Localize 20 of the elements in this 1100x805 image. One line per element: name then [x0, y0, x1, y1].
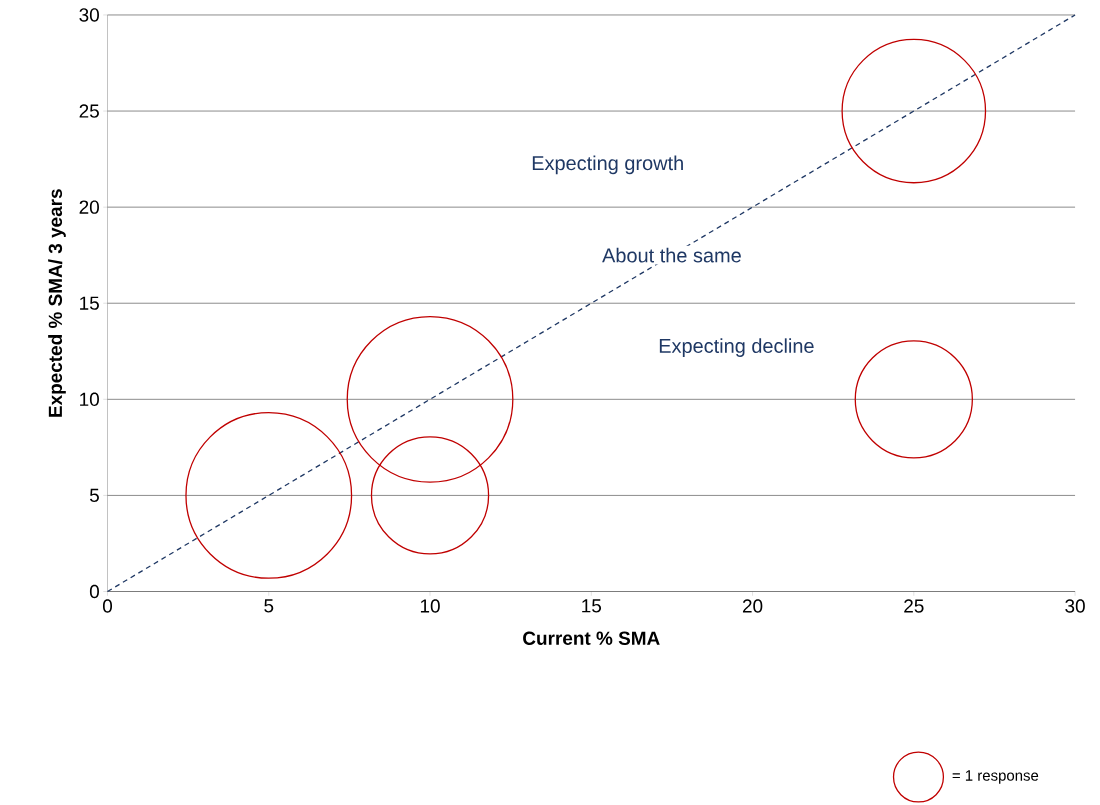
x-tick-label: 20	[742, 599, 763, 613]
y-tick-label: 5	[89, 488, 99, 503]
y-tick-label: 25	[79, 104, 99, 118]
y-tick-label: 0	[89, 584, 99, 599]
text: = 1 response	[952, 770, 1039, 784]
x-tick-label: 15	[582, 599, 602, 613]
x-tick-label: 5	[264, 599, 274, 613]
y-tick-label: 10	[80, 392, 99, 407]
annotation: Expecting decline	[659, 338, 814, 357]
x-axis-title: Current % SMA	[523, 631, 660, 645]
annotation: Expecting growth	[532, 155, 683, 175]
x-tick-label: 25	[904, 599, 924, 613]
y-tick-label: 20	[79, 200, 99, 214]
x-tick-label: 0	[102, 599, 113, 613]
y-axis-title: Expected % SMA/ 3 years	[48, 189, 66, 417]
x-tick-label: 30	[1065, 599, 1085, 613]
annotation: About the same	[602, 247, 741, 263]
x-tick-label: 10	[420, 599, 440, 613]
y-tick-label: 15	[80, 296, 99, 310]
y-tick-label: 30	[79, 8, 99, 22]
